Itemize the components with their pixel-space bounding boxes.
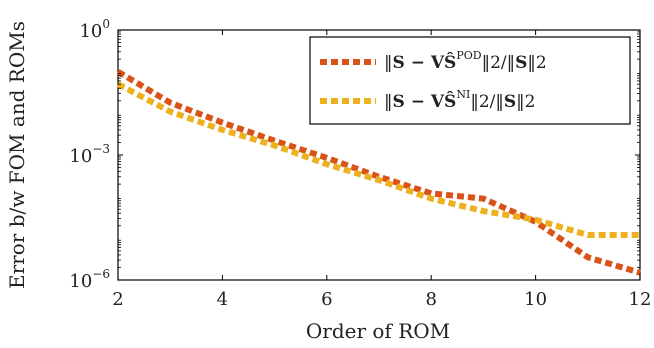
- y-tick-label: 10−6: [69, 267, 110, 292]
- series-layer: [116, 69, 641, 276]
- legend-ni-pre: ‖: [384, 92, 393, 112]
- y-tick-base: 10: [79, 21, 102, 42]
- legend-label-ni: ‖S − VŜNI‖2/‖S‖2: [384, 88, 535, 112]
- legend-ni-sup: NI: [456, 88, 470, 101]
- legend-ni-bold1: S − VŜ: [393, 91, 457, 112]
- y-tick-exponent: 0: [102, 17, 110, 31]
- x-tick-label: 8: [425, 289, 436, 310]
- y-axis-label: Error b/w FOM and ROMs: [5, 21, 29, 289]
- legend-label-pod: ‖S − VŜPOD‖2/‖S‖2: [384, 49, 547, 73]
- x-tick-label: 12: [629, 289, 652, 310]
- legend-pod-pre: ‖: [384, 53, 393, 73]
- series-line-0: [116, 69, 641, 276]
- legend-pod-bold2: S: [515, 53, 527, 73]
- legend-pod-mid: ‖2/‖: [482, 53, 516, 73]
- y-tick-base: 10: [69, 271, 92, 292]
- legend-ni-post: ‖2: [516, 92, 535, 112]
- x-axis-label: Order of ROM: [306, 319, 450, 343]
- legend-pod-sup: POD: [456, 49, 481, 62]
- series-line-1: [116, 81, 640, 238]
- y-tick-exponent: −6: [92, 267, 110, 281]
- x-tick-label: 2: [112, 289, 123, 310]
- x-tick-label: 10: [524, 289, 547, 310]
- x-tick-label: 6: [321, 289, 332, 310]
- y-tick-exponent: −3: [92, 142, 110, 156]
- legend-pod-post: ‖2: [527, 53, 546, 73]
- legend-ni-bold2: S: [504, 92, 516, 112]
- y-tick-label: 100: [79, 17, 110, 42]
- legend-ni-mid: ‖2/‖: [470, 92, 504, 112]
- y-tick-label: 10−3: [69, 142, 110, 167]
- legend-box: [309, 36, 631, 125]
- legend-pod-bold1: S − VŜ: [393, 52, 457, 73]
- legend: ‖S − VŜPOD‖2/‖S‖2 ‖S − VŜNI‖2/‖S‖2: [309, 36, 631, 125]
- x-tick-label: 4: [217, 289, 228, 310]
- y-tick-base: 10: [69, 146, 92, 167]
